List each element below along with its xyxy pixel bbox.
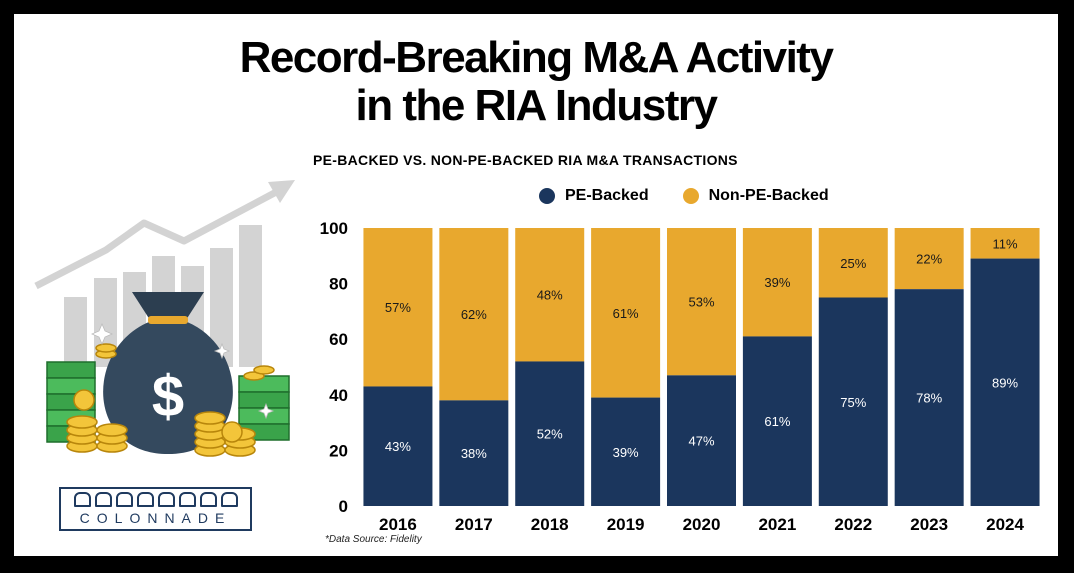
bar-non-pe-backed (970, 228, 1040, 259)
data-label-non-pe-backed: 61% (613, 306, 639, 321)
x-tick-label: 2022 (834, 515, 872, 534)
x-tick-label: 2019 (607, 515, 645, 534)
data-label-pe-backed: 38% (461, 446, 487, 461)
data-source-note: *Data Source: Fidelity (325, 534, 422, 545)
x-tick-label: 2020 (683, 515, 721, 534)
sparkle-icon (90, 322, 275, 420)
data-label-pe-backed: 52% (537, 427, 563, 442)
page-title: Record-Breaking M&A Activity in the RIA … (14, 34, 1058, 130)
data-label-pe-backed: 43% (385, 439, 411, 454)
title-line-1: Record-Breaking M&A Activity (239, 33, 834, 82)
legend-swatch-pe-backed (539, 188, 555, 204)
data-label-non-pe-backed: 11% (993, 236, 1018, 251)
y-tick-label: 100 (320, 219, 348, 238)
money-growth-illustration: $ (34, 180, 295, 457)
y-tick-label: 60 (329, 330, 348, 349)
data-label-pe-backed: 89% (992, 375, 1018, 390)
data-label-pe-backed: 61% (764, 414, 790, 429)
data-label-non-pe-backed: 25% (840, 256, 866, 271)
data-label-non-pe-backed: 48% (537, 288, 563, 303)
y-tick-label: 80 (329, 275, 348, 294)
bar-pe-backed (818, 297, 888, 506)
x-tick-label: 2017 (455, 515, 493, 534)
bar-non-pe-backed (742, 228, 812, 337)
bar-pe-backed (894, 289, 964, 506)
colonnade-logo: COLONNADE (59, 487, 252, 531)
bar-non-pe-backed (515, 228, 585, 362)
data-label-pe-backed: 39% (613, 445, 639, 460)
bar-pe-backed (970, 258, 1040, 506)
title-line-2: in the RIA Industry (355, 81, 719, 130)
bar-non-pe-backed (591, 228, 661, 398)
logo-columns-icon (61, 489, 250, 507)
x-tick-label: 2023 (910, 515, 948, 534)
x-tick-label: 2018 (531, 515, 569, 534)
data-label-pe-backed: 75% (840, 395, 866, 410)
legend-label-pe-backed: PE-Backed (565, 187, 649, 204)
y-tick-label: 20 (329, 441, 348, 460)
logo-text: COLONNADE (79, 510, 232, 526)
bar-pe-backed (363, 386, 433, 506)
bar-pe-backed (742, 336, 812, 506)
bar-non-pe-backed (818, 228, 888, 298)
data-label-non-pe-backed: 22% (916, 252, 942, 267)
legend-label-non-pe-backed: Non-PE-Backed (708, 187, 829, 204)
bar-non-pe-backed (894, 228, 964, 290)
bar-pe-backed (515, 361, 585, 506)
x-tick-label: 2021 (758, 515, 796, 534)
legend-item-non-pe-backed: Non-PE-Backed (682, 187, 829, 205)
data-label-non-pe-backed: 53% (688, 295, 714, 310)
data-label-pe-backed: 78% (916, 391, 942, 406)
legend-swatch-non-pe-backed (682, 188, 699, 204)
bar-non-pe-backed (363, 228, 433, 387)
chart-title: PE-BACKED VS. NON-PE-BACKED RIA M&A TRAN… (313, 152, 738, 168)
x-tick-label: 2016 (379, 515, 417, 534)
data-label-non-pe-backed: 39% (764, 275, 790, 290)
data-label-non-pe-backed: 57% (385, 300, 411, 315)
bar-pe-backed (667, 375, 736, 506)
y-tick-label: 0 (339, 497, 348, 516)
bar-non-pe-backed (667, 228, 736, 376)
bar-non-pe-backed (439, 228, 509, 401)
infographic-frame: Record-Breaking M&A Activity in the RIA … (14, 14, 1058, 556)
stacked-bar-chart: 0 20 40 60 80 100 57% 43% 2016 62% 38% 2017 48% 52% 20… (320, 219, 1040, 534)
trend-arrow-icon (34, 180, 295, 290)
bar-pe-backed (439, 400, 509, 506)
legend-item-pe-backed: PE-Backed (539, 187, 649, 205)
svg-text:$: $ (152, 364, 184, 429)
x-tick-label: 2024 (986, 515, 1024, 534)
data-label-non-pe-backed: 62% (461, 307, 487, 322)
data-label-pe-backed: 47% (688, 434, 714, 449)
coin-stack-icon (66, 343, 275, 457)
bar-pe-backed (591, 397, 661, 506)
y-tick-label: 40 (329, 386, 348, 405)
chart-legend: PE-Backed Non-PE-Backed (539, 187, 829, 205)
